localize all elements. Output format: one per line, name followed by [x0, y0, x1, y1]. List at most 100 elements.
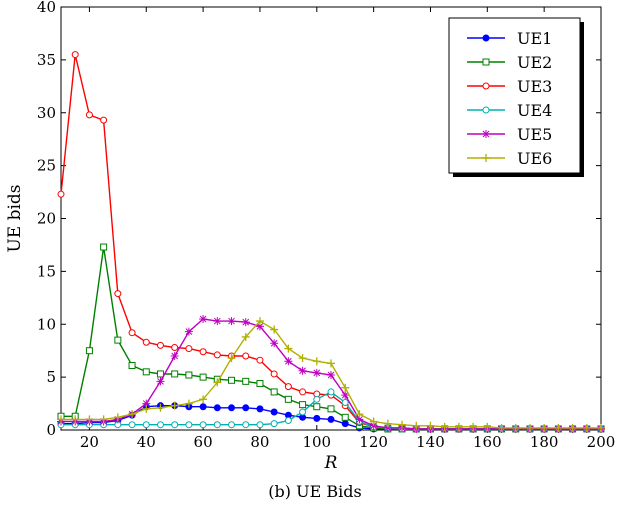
legend-label: UE3 — [517, 77, 552, 96]
data-point — [327, 388, 335, 396]
data-point — [327, 415, 335, 423]
y-tick-label: 20 — [37, 210, 56, 228]
data-point — [256, 405, 264, 413]
data-point — [71, 51, 79, 59]
data-point — [256, 379, 264, 387]
series-ue6 — [57, 317, 605, 432]
data-point — [242, 352, 250, 360]
data-point — [227, 317, 236, 326]
data-point — [142, 399, 151, 408]
data-point — [227, 354, 236, 363]
data-point — [312, 368, 321, 377]
data-point — [270, 408, 278, 416]
data-point — [299, 401, 307, 409]
data-point — [156, 370, 164, 378]
y-tick-label: 35 — [37, 51, 56, 69]
y-tick-label: 0 — [46, 421, 56, 439]
data-point — [312, 357, 321, 366]
y-tick-label: 30 — [37, 104, 56, 122]
y-tick-label: 25 — [37, 157, 56, 175]
data-point — [184, 327, 193, 336]
series-line-ue2 — [61, 246, 601, 430]
x-axis-label: R — [324, 453, 338, 473]
data-point — [341, 391, 350, 400]
data-point — [171, 370, 179, 378]
data-point — [228, 404, 236, 412]
data-point — [313, 403, 321, 411]
data-point — [440, 422, 449, 431]
legend-marker — [482, 106, 490, 114]
data-point — [85, 415, 94, 424]
data-point — [71, 415, 80, 424]
x-tick-label: 180 — [530, 433, 559, 451]
data-point — [57, 190, 65, 198]
data-point — [156, 377, 165, 386]
data-point — [298, 354, 307, 363]
data-point — [156, 403, 165, 412]
data-point — [369, 421, 378, 430]
data-point — [582, 423, 591, 432]
data-point — [255, 317, 264, 326]
legend-marker — [482, 130, 490, 138]
data-point — [114, 336, 122, 344]
data-point — [156, 341, 164, 349]
data-point — [199, 403, 207, 411]
data-point — [270, 388, 278, 396]
x-tick-label: 60 — [194, 433, 213, 451]
legend-label: UE6 — [517, 149, 552, 168]
data-point — [313, 395, 321, 403]
tick-labels: 20 40 60 80 100 120 140 160 180 200 0 5 10 15 20 25 30 35… — [37, 0, 615, 451]
data-point — [171, 421, 179, 429]
data-point — [313, 414, 321, 422]
x-tick-label: 200 — [587, 433, 616, 451]
ue-bids-chart: 20 40 60 80 100 120 140 160 180 200 0 5 10 15 20 25 30 35… — [5, 0, 615, 473]
data-point — [128, 361, 136, 369]
y-tick-label: 15 — [37, 262, 56, 280]
data-point — [383, 419, 392, 428]
data-point — [128, 410, 137, 419]
data-point — [270, 339, 279, 348]
data-point — [327, 371, 335, 380]
x-tick-label: 100 — [302, 433, 331, 451]
legend-marker — [482, 58, 490, 66]
x-tick-label: 40 — [137, 433, 156, 451]
data-point — [284, 357, 293, 366]
data-point — [170, 351, 179, 360]
data-point — [511, 423, 520, 432]
data-point — [383, 423, 392, 432]
data-point — [184, 399, 193, 408]
data-point — [199, 421, 207, 429]
data-point — [341, 420, 349, 428]
data-point — [242, 377, 250, 385]
series-ue5 — [57, 314, 605, 433]
data-point — [114, 290, 122, 298]
data-point — [142, 404, 151, 413]
data-point — [241, 332, 250, 341]
legend-item-ue6: UE6 — [467, 149, 552, 168]
data-point — [199, 314, 208, 323]
data-point — [525, 423, 534, 432]
data-point — [256, 356, 264, 364]
data-point — [241, 318, 250, 327]
data-point — [142, 368, 150, 376]
data-point — [185, 345, 193, 353]
data-point — [171, 344, 179, 352]
data-point — [170, 401, 179, 410]
legend-item-ue4: UE4 — [467, 101, 552, 120]
data-point — [270, 370, 278, 378]
data-point — [270, 325, 279, 334]
data-point — [85, 111, 93, 119]
data-point — [156, 421, 164, 429]
data-point — [213, 378, 222, 387]
data-point — [213, 421, 221, 429]
x-tick-label: 80 — [250, 433, 269, 451]
data-point — [185, 371, 193, 379]
data-point — [199, 395, 208, 404]
data-point — [483, 422, 492, 431]
data-point — [469, 422, 478, 431]
data-point — [256, 421, 264, 429]
data-point — [213, 351, 221, 359]
data-point — [185, 421, 193, 429]
data-point — [199, 348, 207, 356]
legend-box — [448, 17, 581, 174]
